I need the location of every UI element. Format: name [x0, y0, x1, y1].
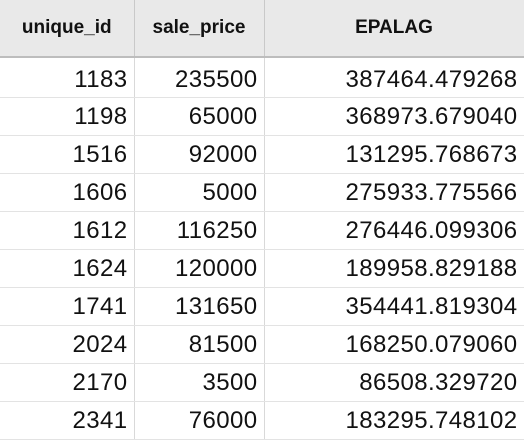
cell-unique-id[interactable]: 1198 — [0, 97, 135, 136]
table-header: unique_id sale_price EPALAG — [0, 0, 524, 58]
cell-unique-id[interactable]: 1624 — [0, 249, 135, 288]
column-header-unique-id[interactable]: unique_id — [0, 0, 135, 58]
cell-sale-price[interactable]: 76000 — [134, 401, 265, 440]
table-row[interactable]: 1198 65000 368973.679040 — [0, 97, 524, 136]
cell-epalag[interactable]: 168250.079060 — [264, 325, 524, 364]
cell-unique-id[interactable]: 1516 — [0, 135, 135, 174]
cell-epalag[interactable]: 183295.748102 — [264, 401, 524, 440]
cell-unique-id[interactable]: 1183 — [0, 57, 135, 98]
column-header-epalag[interactable]: EPALAG — [264, 0, 524, 58]
cell-sale-price[interactable]: 92000 — [134, 135, 265, 174]
header-row: unique_id sale_price EPALAG — [0, 0, 524, 58]
cell-epalag[interactable]: 275933.775566 — [264, 173, 524, 212]
table-row[interactable]: 2170 3500 86508.329720 — [0, 363, 524, 402]
cell-unique-id[interactable]: 2024 — [0, 325, 135, 364]
cell-sale-price[interactable]: 65000 — [134, 97, 265, 136]
table-row[interactable]: 2341 76000 183295.748102 — [0, 401, 524, 440]
cell-unique-id[interactable]: 1612 — [0, 211, 135, 250]
cell-epalag[interactable]: 189958.829188 — [264, 249, 524, 288]
cell-epalag[interactable]: 86508.329720 — [264, 363, 524, 402]
table-row[interactable]: 1606 5000 275933.775566 — [0, 173, 524, 212]
cell-sale-price[interactable]: 5000 — [134, 173, 265, 212]
cell-sale-price[interactable]: 81500 — [134, 325, 265, 364]
column-header-sale-price[interactable]: sale_price — [134, 0, 265, 58]
cell-sale-price[interactable]: 116250 — [134, 211, 265, 250]
cell-epalag[interactable]: 131295.768673 — [264, 135, 524, 174]
cell-sale-price[interactable]: 120000 — [134, 249, 265, 288]
table-row[interactable]: 1741 131650 354441.819304 — [0, 287, 524, 326]
cell-sale-price[interactable]: 3500 — [134, 363, 265, 402]
cell-sale-price[interactable]: 131650 — [134, 287, 265, 326]
cell-unique-id[interactable]: 2341 — [0, 401, 135, 440]
cell-epalag[interactable]: 387464.479268 — [264, 57, 524, 98]
table-body: 1183 235500 387464.479268 1198 65000 368… — [0, 57, 524, 440]
cell-unique-id[interactable]: 1606 — [0, 173, 135, 212]
cell-unique-id[interactable]: 1741 — [0, 287, 135, 326]
table-row[interactable]: 1516 92000 131295.768673 — [0, 135, 524, 174]
table-row[interactable]: 1183 235500 387464.479268 — [0, 57, 524, 98]
cell-epalag[interactable]: 354441.819304 — [264, 287, 524, 326]
cell-sale-price[interactable]: 235500 — [134, 57, 265, 98]
cell-unique-id[interactable]: 2170 — [0, 363, 135, 402]
cell-epalag[interactable]: 276446.099306 — [264, 211, 524, 250]
table-row[interactable]: 1624 120000 189958.829188 — [0, 249, 524, 288]
table-row[interactable]: 1612 116250 276446.099306 — [0, 211, 524, 250]
cell-epalag[interactable]: 368973.679040 — [264, 97, 524, 136]
table-row[interactable]: 2024 81500 168250.079060 — [0, 325, 524, 364]
